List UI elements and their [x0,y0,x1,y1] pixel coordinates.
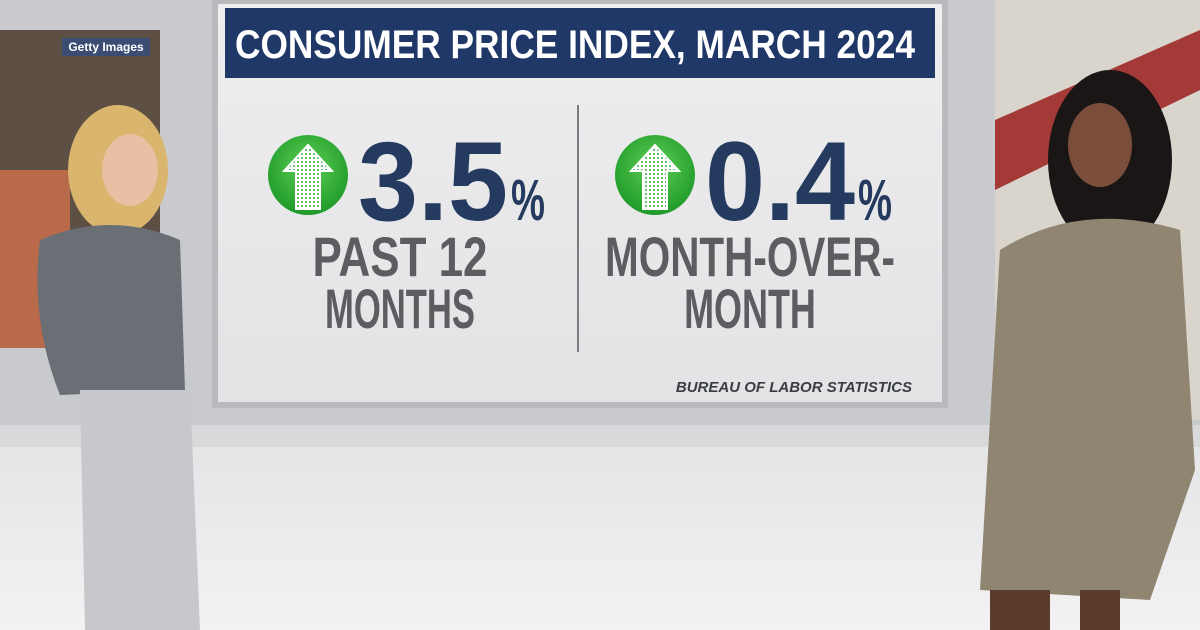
up-arrow [628,143,682,210]
stat-label: MONTH-OVER- [605,225,895,288]
up-arrow [281,143,335,210]
title-banner [225,8,935,78]
stat-unit: % [858,168,892,233]
watermark: Getty Images [68,40,144,54]
ledge [0,425,1200,447]
stat-number: 3.5 [358,119,508,244]
presenter-right [980,70,1195,630]
stat-label: MONTHS [325,277,475,340]
watermark-box [62,38,150,56]
board-title: CONSUMER PRICE INDEX, MARCH 2024 [235,23,916,67]
stat-number: 0.4 [705,119,855,244]
stat-label: PAST 12 [313,225,488,288]
stat-label: MONTH [684,277,816,340]
source: BUREAU OF LABOR STATISTICS [676,379,912,396]
stat-unit: % [511,168,545,233]
presenter-left [37,105,200,630]
